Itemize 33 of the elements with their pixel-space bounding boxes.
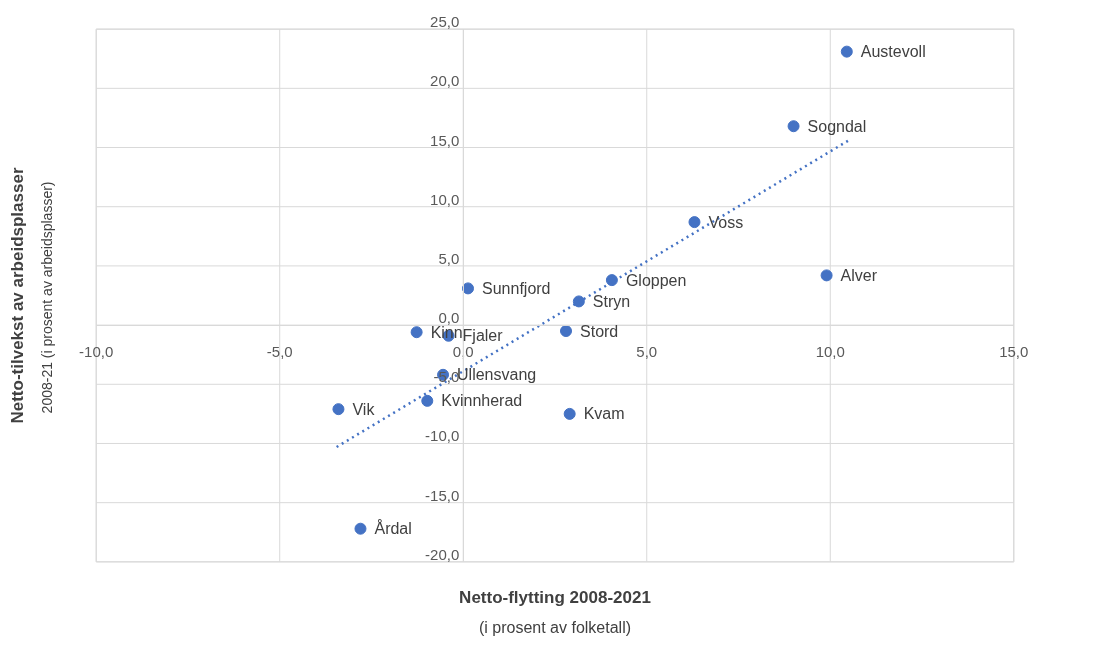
annotation: Sunnfjord — [482, 279, 551, 297]
annotation: Kvam — [583, 405, 625, 423]
y-tick-label: 5,0 — [438, 249, 460, 267]
x-tick-label: 15,0 — [999, 343, 1029, 361]
annotation: Austevoll — [860, 43, 926, 61]
text: 2008-21 (i prosent av arbeidsplasser) — [38, 181, 55, 414]
y-tick-label: 25,0 — [430, 13, 460, 31]
annotation: Alver — [840, 266, 878, 284]
y-tick-label: -20,0 — [425, 545, 460, 563]
y-tick-label: 0,0 — [438, 309, 460, 327]
text: (i prosent av folketall) — [478, 618, 632, 636]
annotation: Ullensvang — [457, 366, 537, 384]
x-axis-title: Netto-flytting 2008-2021 — [459, 587, 651, 607]
x-tick-label: -10,0 — [79, 343, 114, 361]
annotation: Kvinnherad — [441, 392, 523, 410]
y-tick-label: -10,0 — [425, 427, 460, 445]
y-tick-label: 20,0 — [430, 72, 460, 90]
x-tick-label: 0,0 — [452, 343, 474, 361]
annotation: Stord — [580, 322, 619, 340]
annotation: Stryn — [592, 292, 631, 310]
x-tick-label: 10,0 — [815, 343, 845, 361]
annotation: Voss — [708, 213, 744, 231]
annotation: Årdal — [374, 519, 412, 538]
y-axis-title: Netto-tilvekst av arbeidsplasser — [7, 167, 27, 424]
y-tick-label: -15,0 — [425, 486, 460, 504]
annotation: Fjaler — [462, 327, 504, 345]
annotation: Vik — [352, 400, 376, 418]
annotation: Sogndal — [807, 117, 867, 135]
y-tick-label: 10,0 — [430, 190, 460, 208]
y-tick-label: 15,0 — [430, 131, 460, 149]
x-tick-label: -5,0 — [266, 343, 293, 361]
annotation: Gloppen — [625, 271, 687, 289]
x-tick-label: 5,0 — [636, 343, 658, 361]
